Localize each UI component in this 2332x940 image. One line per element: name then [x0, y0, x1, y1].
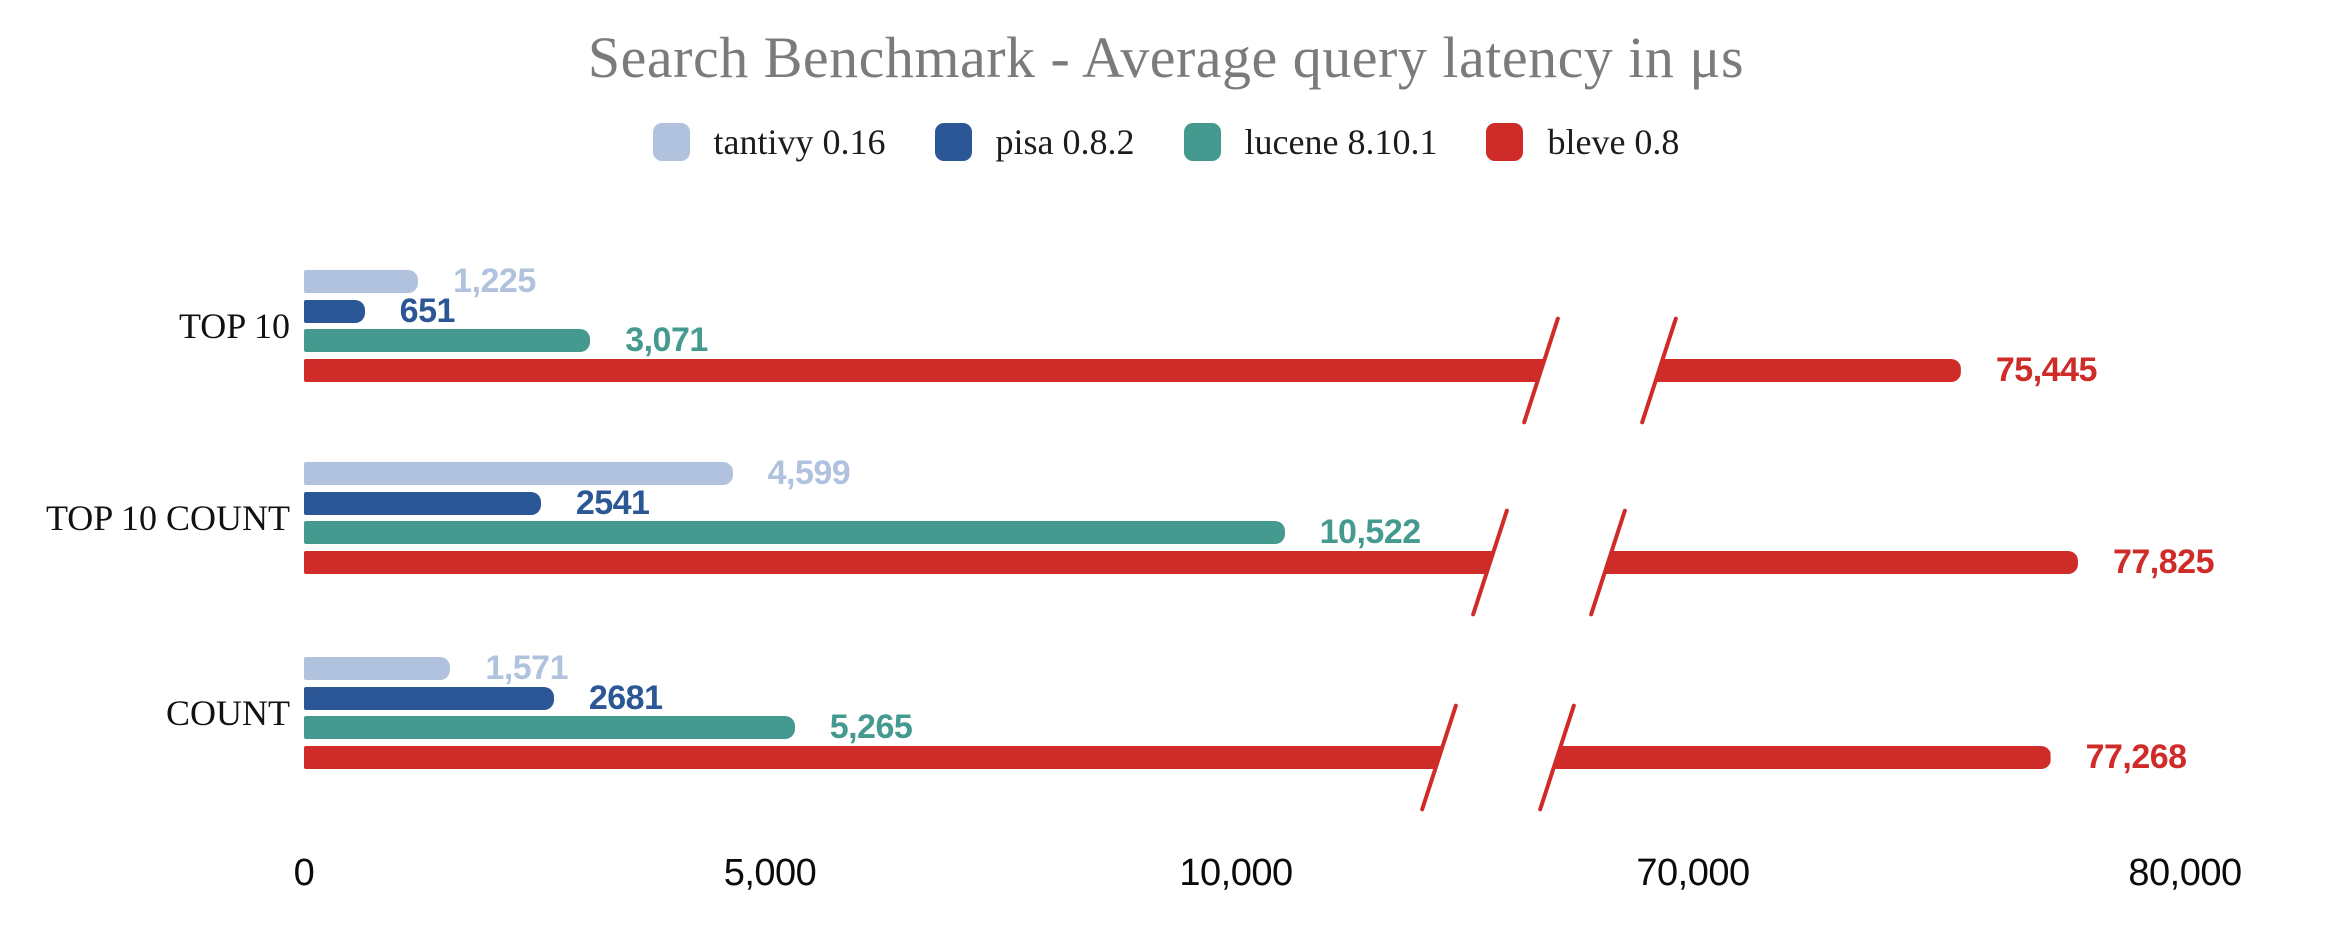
legend-swatch-tantivy: [652, 123, 690, 161]
legend-swatch-lucene: [1183, 123, 1221, 161]
x-axis-tick-70-000: 70,000: [1636, 852, 1750, 894]
legend-swatch-bleve: [1486, 123, 1524, 161]
category-label-top-10: TOP 10: [178, 306, 290, 346]
legend-item-lucene: lucene 8.10.1: [1183, 121, 1438, 163]
value-label-top-10-count-bleve-0-8: 77,825: [2112, 543, 2215, 581]
bar-top-10-bleve-0-8-right-segment: [1655, 359, 1961, 382]
category-label-top-10-count: TOP 10 COUNT: [45, 498, 290, 538]
bar-count-bleve-0-8-left-segment: [304, 746, 1443, 769]
bar-top-10-lucene-8-10-1: [304, 329, 591, 352]
x-axis-tick-5-000: 5,000: [723, 852, 817, 894]
value-label-count-lucene-8-10-1: 5,265: [829, 708, 913, 746]
value-label-top-10-pisa-0-8-2: 651: [399, 292, 456, 330]
chart-legend: tantivy 0.16 pisa 0.8.2 lucene 8.10.1 bl…: [0, 121, 2332, 163]
value-label-top-10-tantivy-0-16: 1,225: [453, 262, 536, 300]
bar-top-10-count-bleve-0-8-right-segment: [1604, 551, 2078, 574]
legend-label: lucene 8.10.1: [1244, 122, 1438, 162]
category-label-count: COUNT: [166, 693, 290, 733]
legend-item-tantivy: tantivy 0.16: [652, 121, 886, 163]
value-label-count-tantivy-0-16: 1,571: [485, 649, 568, 687]
bar-top-10-count-pisa-0-8-2: [304, 492, 541, 515]
bar-count-bleve-0-8-right-segment: [1553, 746, 2051, 769]
bar-top-10-tantivy-0-16: [304, 270, 419, 293]
bar-count-tantivy-0-16: [304, 657, 451, 680]
bar-top-10-pisa-0-8-2: [304, 300, 365, 323]
x-axis-tick-80-000: 80,000: [2128, 852, 2242, 894]
legend-item-bleve: bleve 0.8: [1486, 121, 1679, 163]
value-label-count-bleve-0-8: 77,268: [2085, 738, 2188, 776]
legend-label: pisa 0.8.2: [995, 122, 1135, 162]
legend-swatch-pisa: [934, 123, 972, 161]
x-axis-tick-0: 0: [293, 852, 315, 894]
value-label-count-pisa-0-8-2: 2681: [588, 679, 663, 717]
bar-count-pisa-0-8-2: [304, 687, 554, 710]
chart-title: Search Benchmark - Average query latency…: [587, 25, 1745, 90]
value-label-top-10-count-pisa-0-8-2: 2541: [575, 484, 650, 522]
value-label-top-10-lucene-8-10-1: 3,071: [625, 321, 708, 359]
bar-top-10-bleve-0-8-left-segment: [304, 359, 1545, 382]
bar-top-10-count-lucene-8-10-1: [304, 521, 1285, 544]
legend-item-pisa: pisa 0.8.2: [934, 121, 1135, 163]
value-label-top-10-bleve-0-8: 75,445: [1995, 351, 2098, 389]
x-axis-tick-10-000: 10,000: [1179, 852, 1293, 894]
bar-top-10-count-tantivy-0-16: [304, 462, 733, 485]
value-label-top-10-count-tantivy-0-16: 4,599: [767, 454, 851, 492]
legend-label: tantivy 0.16: [713, 122, 886, 162]
value-label-top-10-count-lucene-8-10-1: 10,522: [1319, 513, 1422, 551]
bar-top-10-count-bleve-0-8-left-segment: [304, 551, 1494, 574]
bar-count-lucene-8-10-1: [304, 716, 795, 739]
legend-label: bleve 0.8: [1547, 122, 1680, 162]
